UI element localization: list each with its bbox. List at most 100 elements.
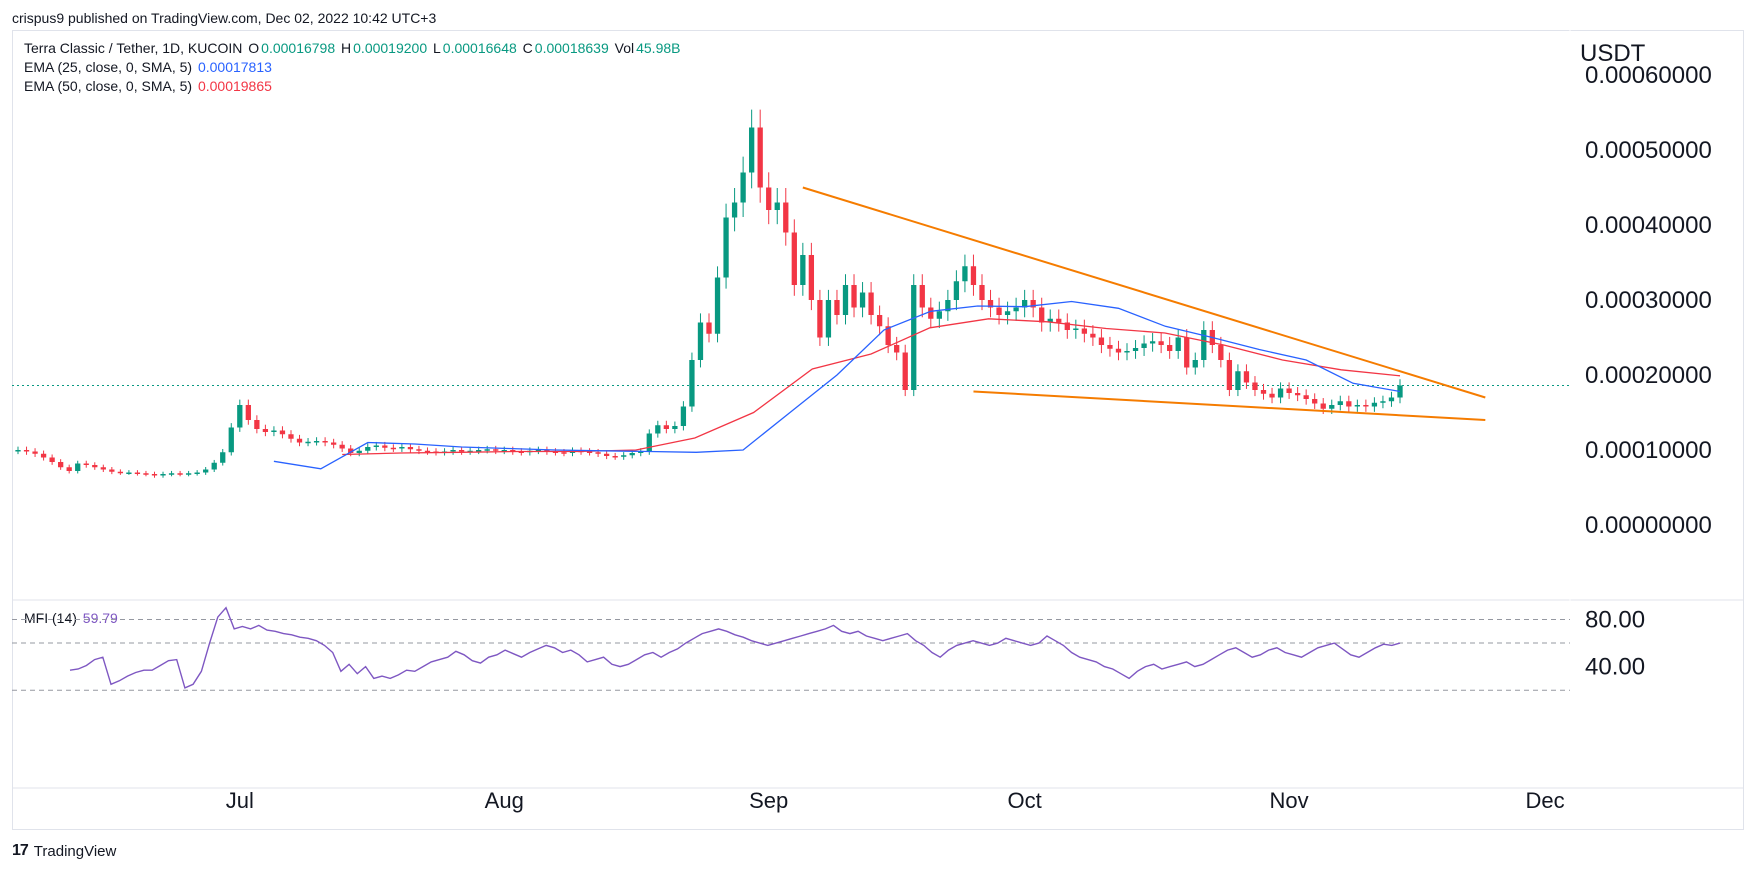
candle-body (1141, 343, 1147, 348)
candle-body (407, 447, 414, 450)
published-line: crispus9 published on TradingView.com, D… (12, 10, 437, 26)
candle-body (842, 285, 849, 315)
volume-value: 45.98B (636, 40, 681, 56)
candle-body (83, 463, 89, 465)
candle-body (1252, 382, 1258, 390)
candle-body (663, 425, 669, 429)
time-tick-label: Jul (226, 788, 254, 813)
candle-body (723, 217, 729, 278)
candle-body (1371, 402, 1378, 407)
candle-body (1081, 328, 1088, 334)
candle-body (552, 451, 559, 453)
candle-body (510, 450, 516, 452)
chart-frame (12, 30, 1744, 830)
candle-body (416, 449, 422, 451)
candle-body (1388, 397, 1395, 402)
candle-body (458, 450, 465, 452)
price-unit-label: USDT (1580, 40, 1646, 67)
candle-body (1021, 300, 1028, 308)
candle-body (330, 442, 337, 445)
high-label: H (341, 40, 352, 56)
trendline-upper (802, 186, 1486, 399)
candle-body (859, 292, 866, 308)
time-tick-label: Nov (1270, 788, 1309, 813)
candle-body (936, 311, 942, 319)
candle-body (271, 430, 277, 432)
candle-body (66, 467, 72, 471)
close-value: 0.00018639 (534, 40, 609, 56)
candle-body (1380, 401, 1386, 403)
candle-body (535, 450, 542, 452)
mfi-value: 59.79 (82, 610, 118, 626)
low-value: 0.00016648 (442, 40, 517, 56)
ema25-label: EMA (25, close, 0, SMA, 5) (24, 59, 193, 75)
candle-body (1167, 345, 1173, 351)
candle-body (740, 172, 746, 203)
candle-body (450, 450, 456, 452)
candle-body (885, 326, 891, 345)
candle-body (23, 450, 30, 452)
candle-body (220, 452, 226, 463)
ema50-label: EMA (50, close, 0, SMA, 5) (24, 78, 193, 94)
candle-body (424, 450, 431, 453)
candle-body (621, 455, 627, 457)
candle-body (143, 473, 149, 475)
candle-body (1056, 318, 1062, 323)
time-tick-label: Sep (749, 788, 788, 813)
candle-body (595, 452, 601, 454)
candle-body (979, 285, 985, 300)
candle-body (987, 300, 994, 308)
candle-body (1107, 345, 1113, 349)
candle-body (288, 434, 294, 439)
footer-brand: 17 TradingView (12, 842, 116, 860)
candle-body (211, 462, 217, 470)
candle-body (783, 202, 789, 233)
volume-label: Vol (614, 40, 635, 56)
mfi-tick-label: 80.00 (1585, 606, 1645, 633)
candle-body (774, 202, 780, 210)
candle-body (58, 462, 64, 468)
candle-body (262, 429, 269, 432)
candle-body (638, 451, 644, 453)
candle-body (15, 450, 21, 452)
candle-body (697, 322, 704, 360)
candle-body (1115, 348, 1122, 353)
candle-body (1354, 405, 1360, 407)
candle-body (228, 427, 234, 453)
candle-body (749, 127, 755, 173)
mfi-axis: 80.00 40.00 (1585, 606, 1645, 680)
candle-body (902, 352, 908, 390)
price-tick-label: 0.00040000 (1585, 212, 1712, 239)
candle-body (237, 405, 243, 428)
candle-body (373, 445, 379, 447)
time-axis: Jul Aug Sep Oct Nov Dec (226, 788, 1565, 813)
open-label: O (248, 40, 260, 56)
candle-body (1175, 337, 1181, 351)
candle-body (305, 441, 311, 444)
candle-body (689, 360, 695, 407)
time-tick-label: Dec (1525, 788, 1564, 813)
candle-body (126, 472, 132, 474)
candle-body (32, 451, 38, 454)
footer-brand-name: TradingView (33, 842, 117, 860)
candle-body (1090, 333, 1096, 338)
candle-body (928, 307, 934, 319)
candle-body (1286, 388, 1292, 393)
time-tick-label: Aug (485, 788, 524, 813)
ema50-legend: EMA (50, close, 0, SMA, 5) 0.00019865 (24, 78, 274, 94)
candle-body (1243, 371, 1250, 383)
candle-body (203, 469, 209, 473)
candle-body (501, 450, 507, 452)
candle-body (476, 450, 482, 452)
tradingview-logo-icon: 17 (12, 842, 29, 859)
price-tick-label: 0.00030000 (1585, 287, 1712, 314)
candle-body (296, 438, 303, 443)
candle-body (1337, 401, 1343, 405)
mfi-label: MFI (14) (24, 610, 77, 626)
candle-body (1226, 360, 1233, 390)
candle-body (612, 456, 618, 458)
candle-body (1303, 395, 1309, 399)
candle-body (365, 447, 371, 451)
candle-body (706, 322, 712, 334)
